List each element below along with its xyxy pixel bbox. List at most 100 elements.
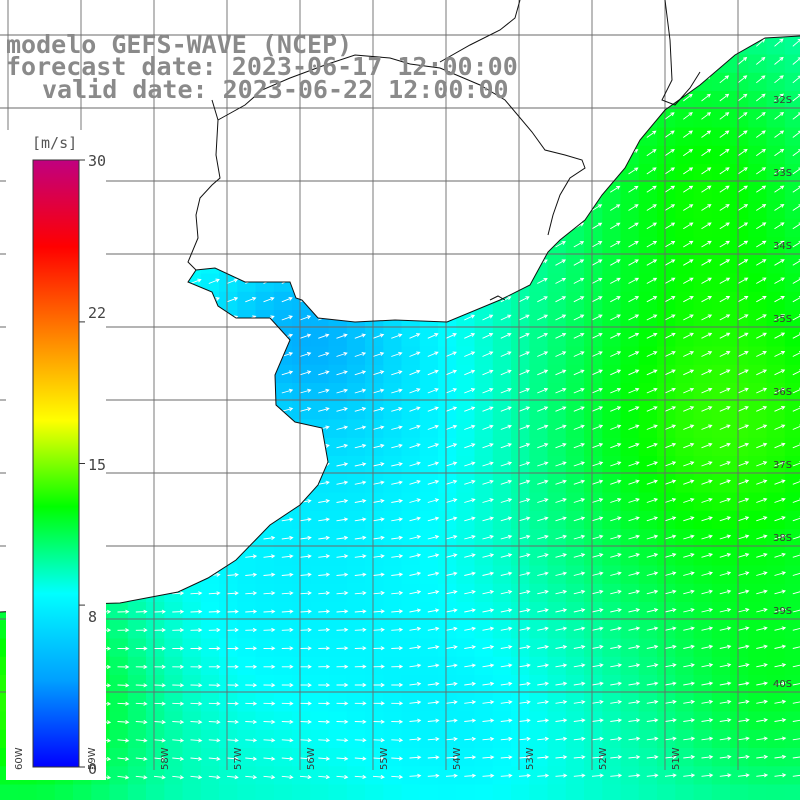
wind-arrow xyxy=(518,443,531,449)
wind-arrow xyxy=(737,497,750,503)
wind-arrow xyxy=(318,370,330,376)
wind-arrow xyxy=(282,22,291,29)
wind-arrow xyxy=(518,773,531,778)
wind-arrow xyxy=(281,113,293,120)
wind-arrow xyxy=(774,644,787,649)
wind-arrow xyxy=(208,278,220,284)
wind-arrow xyxy=(756,351,767,357)
wind-arrow xyxy=(756,240,767,248)
wind-arrow xyxy=(756,222,767,230)
wind-arrow xyxy=(737,369,749,376)
wind-arrow xyxy=(628,75,638,84)
wind-arrow xyxy=(299,609,312,614)
wind-arrow xyxy=(664,681,677,686)
wind-arrow xyxy=(372,296,385,303)
wind-arrow xyxy=(464,461,476,467)
wind-arrow xyxy=(336,590,349,596)
wind-arrow xyxy=(281,407,294,412)
wind-arrow xyxy=(190,609,203,614)
wind-arrow xyxy=(226,719,239,725)
wind-arrow xyxy=(391,627,404,632)
wind-arrow xyxy=(537,644,550,650)
wind-arrow xyxy=(610,699,623,705)
wind-arrow xyxy=(737,185,748,193)
wind-arrow xyxy=(774,406,786,412)
wind-arrow xyxy=(719,754,732,760)
wind-arrow xyxy=(591,369,603,376)
wind-arrow xyxy=(372,756,385,761)
wind-arrow xyxy=(318,168,329,175)
wind-arrow xyxy=(135,278,147,284)
wind-arrow xyxy=(500,663,513,668)
wind-arrow xyxy=(409,186,420,193)
wind-arrow xyxy=(226,499,239,504)
wind-arrow xyxy=(719,663,732,668)
wind-arrow xyxy=(153,370,166,376)
wind-arrow xyxy=(354,443,367,449)
wind-arrow xyxy=(117,444,130,449)
wind-arrow xyxy=(646,699,659,705)
wind-arrow xyxy=(537,736,550,741)
lon-label: 58W xyxy=(160,747,171,770)
wind-arrow xyxy=(391,223,402,230)
wind-arrow xyxy=(591,718,604,723)
wind-arrow xyxy=(190,333,202,339)
wind-arrow xyxy=(719,314,731,321)
wind-arrow xyxy=(591,314,603,321)
wind-arrow xyxy=(336,315,348,321)
wind-arrow xyxy=(537,755,550,760)
wind-arrow xyxy=(591,773,604,778)
wind-arrow xyxy=(336,131,347,138)
wind-arrow xyxy=(153,205,165,211)
wind-arrow xyxy=(135,756,148,761)
wind-arrow xyxy=(445,736,458,742)
wind-arrow xyxy=(336,149,347,157)
wind-arrow xyxy=(591,185,603,193)
wind-arrow xyxy=(172,297,184,303)
wind-arrow xyxy=(409,608,422,613)
wind-arrow xyxy=(226,186,238,193)
wind-arrow xyxy=(774,681,787,686)
wind-arrow xyxy=(263,719,276,725)
wind-arrow xyxy=(701,93,711,102)
wind-arrow xyxy=(445,296,457,303)
wind-arrow xyxy=(610,57,620,65)
wind-arrow xyxy=(372,241,384,248)
wind-arrow xyxy=(664,754,677,760)
wind-arrow xyxy=(354,186,366,193)
wind-arrow xyxy=(281,480,294,485)
wind-arrow xyxy=(774,534,786,540)
wind-arrow xyxy=(26,22,35,28)
wind-arrow xyxy=(464,608,476,613)
wind-arrow xyxy=(208,499,221,504)
wind-arrow xyxy=(500,38,511,47)
wind-arrow xyxy=(737,75,748,84)
wind-arrow xyxy=(610,589,622,595)
wind-arrow xyxy=(628,296,640,303)
wind-arrow xyxy=(318,517,331,522)
wind-arrow xyxy=(336,370,348,376)
wind-arrow xyxy=(737,699,750,704)
wind-arrow xyxy=(226,517,239,522)
wind-arrow xyxy=(628,241,639,248)
wind-arrow xyxy=(263,113,274,120)
wind-arrow xyxy=(792,442,800,449)
wind-arrow xyxy=(464,498,476,503)
wind-arrow xyxy=(592,21,601,28)
wind-arrow xyxy=(774,296,785,303)
wind-arrow xyxy=(683,552,695,558)
wind-arrow xyxy=(409,534,422,540)
wind-arrow xyxy=(299,554,312,559)
wind-arrow xyxy=(464,167,475,175)
wind-arrow xyxy=(774,93,784,102)
wind-arrow xyxy=(354,646,367,651)
wind-arrow xyxy=(628,461,640,467)
wind-arrow xyxy=(336,664,349,669)
wind-arrow xyxy=(245,205,257,211)
wind-arrow xyxy=(628,57,638,65)
wind-arrow xyxy=(281,701,294,706)
wind-arrow xyxy=(591,296,603,303)
wind-arrow xyxy=(281,205,293,211)
wind-arrow xyxy=(281,186,293,193)
wind-arrow xyxy=(664,461,677,467)
